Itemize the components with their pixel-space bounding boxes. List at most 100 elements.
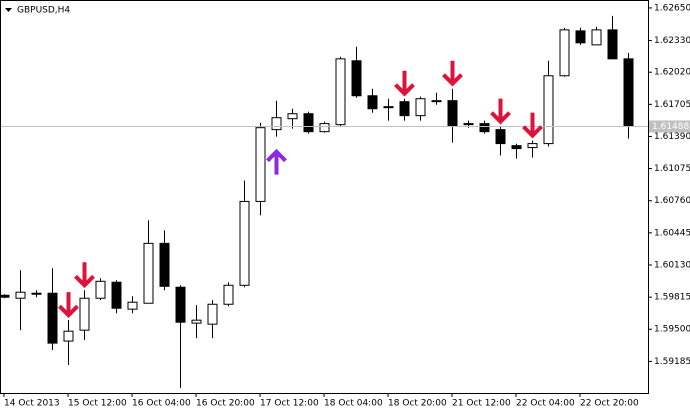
candle-body xyxy=(31,292,42,295)
candle xyxy=(223,282,234,307)
candle xyxy=(31,290,42,298)
candle-body xyxy=(159,242,170,287)
candle xyxy=(575,27,586,45)
buy-arrow xyxy=(266,148,287,175)
candle-body xyxy=(335,58,346,126)
candle xyxy=(287,108,298,129)
candle-body xyxy=(495,129,506,145)
x-tick-label: 15 Oct 12:00 xyxy=(68,399,127,409)
sell-arrow xyxy=(58,292,79,318)
candle xyxy=(239,180,250,288)
candle-body xyxy=(559,29,570,77)
y-tick-label: 1.60130 xyxy=(654,260,690,270)
menu-triangle xyxy=(5,8,12,12)
x-tick-label: 16 Oct 04:00 xyxy=(132,399,191,409)
candle xyxy=(351,46,362,98)
candle-body xyxy=(463,123,474,126)
y-tick-label: 1.59500 xyxy=(654,325,690,335)
candle xyxy=(0,294,10,299)
candle-body xyxy=(223,284,234,305)
candle-body xyxy=(287,113,298,120)
candle xyxy=(399,98,410,121)
candle xyxy=(559,27,570,77)
candle xyxy=(447,88,458,143)
sell-arrow xyxy=(394,70,415,97)
candle xyxy=(511,143,522,159)
candle-body xyxy=(79,297,90,331)
candle xyxy=(207,300,218,339)
candle-body xyxy=(127,301,138,310)
candle-body xyxy=(527,143,538,149)
candle xyxy=(63,320,74,366)
candle-body xyxy=(367,95,378,110)
x-tick-label: 17 Oct 12:00 xyxy=(260,399,319,409)
x-tick-label: 14 Oct 2013 xyxy=(4,399,60,409)
sell-arrow xyxy=(74,262,95,289)
candle xyxy=(111,280,122,314)
candle xyxy=(15,270,26,331)
candle-body xyxy=(207,303,218,325)
sell-arrow xyxy=(490,98,511,125)
candle xyxy=(623,52,634,139)
x-tick-label: 22 Oct 20:00 xyxy=(580,399,639,409)
y-tick-label: 1.59815 xyxy=(654,293,690,303)
candle-body xyxy=(0,294,10,298)
candle-body xyxy=(303,113,314,133)
candle-body xyxy=(431,100,442,103)
candle-body xyxy=(255,127,266,202)
y-tick-label: 1.61705 xyxy=(654,100,690,110)
candle-body xyxy=(607,29,618,60)
candle xyxy=(47,268,58,351)
x-tick-label: 22 Oct 04:00 xyxy=(516,399,575,409)
candle-body xyxy=(111,281,122,309)
x-tick-label: 16 Oct 20:00 xyxy=(196,399,255,409)
candle xyxy=(543,60,554,147)
y-tick-label: 1.61075 xyxy=(654,164,690,174)
candle xyxy=(159,230,170,291)
sell-arrow xyxy=(522,112,543,139)
candle xyxy=(255,122,266,216)
candle-body xyxy=(399,101,410,117)
candle-body xyxy=(271,117,282,131)
candle xyxy=(527,140,538,158)
y-tick-label: 1.60760 xyxy=(654,196,690,206)
candle xyxy=(415,96,426,121)
candle-body xyxy=(351,60,362,97)
y-tick-label: 1.60445 xyxy=(654,228,690,238)
candle-body xyxy=(191,319,202,324)
candle xyxy=(95,278,106,301)
candle xyxy=(191,305,202,339)
candle xyxy=(143,220,154,304)
candle-body xyxy=(175,286,186,323)
current-price-label: 1.61488 xyxy=(652,122,689,132)
candle-body xyxy=(543,75,554,145)
candle xyxy=(591,26,602,46)
y-tick-label: 1.62650 xyxy=(654,3,690,13)
candle-body xyxy=(47,292,58,344)
candle-body xyxy=(415,98,426,117)
y-tick-label: 1.61390 xyxy=(654,132,690,142)
candle xyxy=(367,88,378,113)
candle xyxy=(495,126,506,156)
candle-body xyxy=(143,242,154,304)
candle xyxy=(175,285,186,389)
candle-body xyxy=(623,58,634,127)
candle xyxy=(303,111,314,134)
candle-body xyxy=(479,123,490,133)
candle xyxy=(335,56,346,127)
candle-body xyxy=(319,123,330,133)
current-price-box xyxy=(649,120,690,133)
candle-body xyxy=(239,200,250,286)
x-tick-label: 21 Oct 12:00 xyxy=(452,399,511,409)
candle-body xyxy=(447,100,458,127)
y-tick-label: 1.62330 xyxy=(654,36,690,46)
candle-body xyxy=(575,30,586,44)
y-tick-label: 1.59185 xyxy=(654,357,690,367)
candle-body xyxy=(95,280,106,299)
candle-body xyxy=(15,291,26,299)
candle xyxy=(127,296,138,314)
y-tick-label: 1.62020 xyxy=(654,68,690,78)
plot-frame xyxy=(0,0,649,394)
candle-body xyxy=(511,145,522,150)
